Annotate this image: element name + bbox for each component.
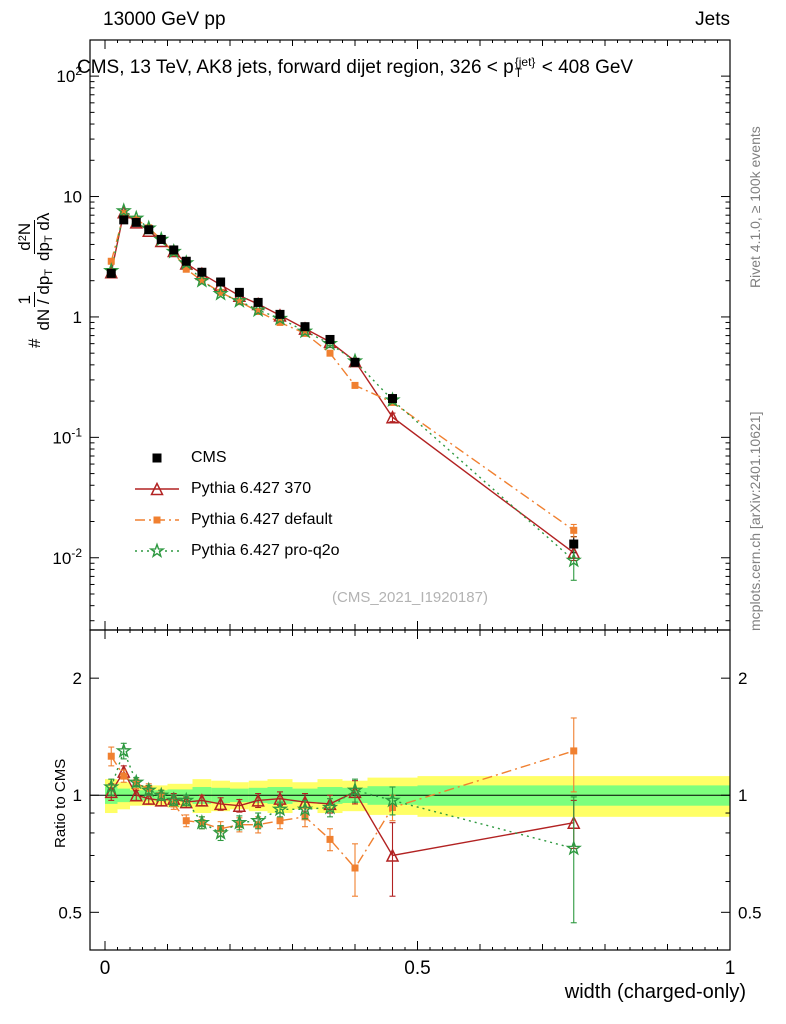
- pt-jet-supsub: {jet} T: [514, 55, 536, 80]
- ylabel-frac1-den: dN / dpT: [34, 268, 56, 331]
- legend-marker-pythia-default-icon: [135, 516, 179, 524]
- legend-label-pythia-370: Pythia 6.427 370: [191, 480, 312, 497]
- mcplots-arxiv-note: mcplots.cern.ch [arXiv:2401.10621]: [747, 411, 763, 631]
- plot-title-sup: {jet}: [514, 55, 536, 69]
- legend-item-pythia-proq2o: Pythia 6.427 pro-q2o: [133, 541, 340, 561]
- svg-text:0: 0: [100, 958, 111, 979]
- legend-label-pythia-default: Pythia 6.427 default: [191, 511, 333, 528]
- ratio-series: [103, 717, 582, 924]
- ylabel-frac2-den: dpT dλ: [34, 212, 56, 261]
- y-axis-label: # 1 dN / dpT d2N dpT dλ: [15, 212, 56, 348]
- ratio-axis-label: Ratio to CMS: [52, 758, 69, 848]
- ratio-frame: [89, 629, 731, 951]
- plot-title-pre: CMS, 13 TeV, AK8 jets, forward dijet reg…: [77, 57, 514, 79]
- legend-label-pythia-proq2o: Pythia 6.427 pro-q2o: [191, 542, 340, 559]
- main-series: [103, 202, 582, 581]
- ylabel-frac2-num-N: N: [15, 222, 34, 236]
- ylabel-frac1-num: 1: [15, 292, 36, 308]
- rivet-version-note: Rivet 4.1.0, ≥ 100k events: [747, 126, 763, 288]
- ylabel-frac-2: d2N dpT dλ: [15, 212, 56, 261]
- y-axis-label-wrap: # 1 dN / dpT d2N dpT dλ: [15, 212, 56, 348]
- ylabel-frac2-num-sup: 2: [17, 235, 29, 242]
- beam-energy-label: 13000 GeV pp: [103, 9, 226, 30]
- svg-text:1: 1: [725, 958, 736, 979]
- legend-item-pythia-370: Pythia 6.427 370: [133, 479, 340, 499]
- svg-text:0.5: 0.5: [738, 903, 762, 922]
- svg-text:102: 102: [56, 64, 82, 86]
- ylabel-frac-1: 1 dN / dpT: [15, 268, 56, 331]
- svg-text:0.5: 0.5: [58, 903, 82, 922]
- ylabel-frac2-num-d: d: [15, 241, 34, 251]
- ratio-uncertainty-bands: [105, 776, 730, 817]
- svg-text:0.5: 0.5: [404, 958, 430, 979]
- svg-text:1: 1: [738, 786, 747, 805]
- axis-tick-labels: 102 10 1 10-1 10-2 2 2 1 1 0.5 0.5 0 0.5 1: [52, 64, 761, 979]
- ylabel-frac2-num: d2N: [15, 219, 36, 254]
- ylabel-frac1-den-sub: T: [43, 268, 56, 276]
- axes-ticks: [90, 40, 731, 950]
- ylabel-frac2-den-text: dp: [34, 242, 54, 261]
- svg-text:1: 1: [73, 786, 82, 805]
- ylabel-hash: #: [24, 338, 44, 348]
- ylabel-frac1-den-text: dN / dp: [34, 275, 54, 331]
- svg-text:1: 1: [73, 308, 82, 327]
- svg-text:10: 10: [63, 188, 82, 207]
- analysis-id-watermark: (CMS_2021_I1920187): [332, 589, 488, 606]
- analysis-group-label: Jets: [695, 9, 730, 30]
- x-axis-label: width (charged-only): [564, 981, 746, 1003]
- legend-label-cms: CMS: [191, 449, 227, 466]
- legend-marker-pythia-proq2o-icon: [135, 542, 179, 558]
- ylabel-frac2-den-sub: T: [43, 235, 56, 243]
- legend-item-cms: CMS: [133, 448, 340, 468]
- svg-text:2: 2: [738, 669, 747, 688]
- svg-text:10-1: 10-1: [52, 425, 82, 447]
- legend-marker-pythia-370-icon: [135, 481, 179, 496]
- plot-title-sub: T: [514, 66, 523, 80]
- legend-item-pythia-default: Pythia 6.427 default: [133, 510, 340, 530]
- plot-title-post: < 408 GeV: [536, 57, 634, 79]
- legend-marker-cms-icon: [152, 453, 162, 463]
- svg-text:2: 2: [73, 669, 82, 688]
- ylabel-frac2-den-lambda: dλ: [34, 212, 54, 236]
- svg-text:10-2: 10-2: [52, 546, 82, 568]
- plot-title: CMS, 13 TeV, AK8 jets, forward dijet reg…: [77, 55, 634, 80]
- legend: CMS Pythia 6.427 370 Pythia 6.427 defaul…: [133, 448, 340, 561]
